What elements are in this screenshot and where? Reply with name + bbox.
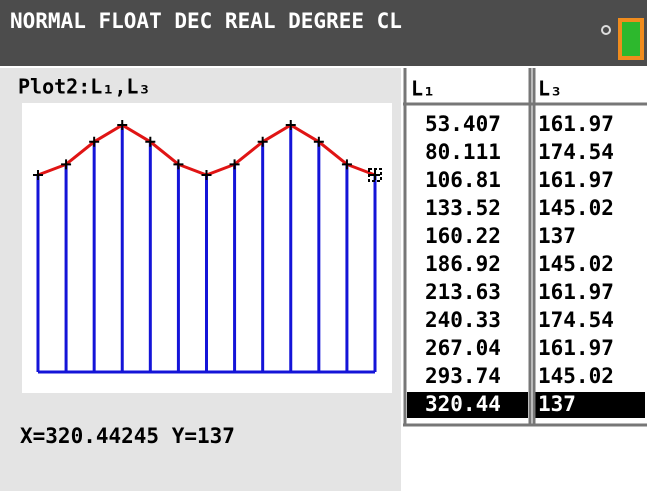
table-cell: 320.44	[425, 392, 501, 416]
table-cell: 174.54	[538, 140, 614, 164]
point-marker	[32, 170, 43, 181]
table-cell: 161.97	[538, 336, 614, 360]
trace-cursor	[368, 168, 383, 183]
busy-indicator	[601, 25, 611, 35]
point-marker	[61, 159, 72, 170]
table-cell: 161.97	[538, 112, 614, 136]
table-cell: 137	[538, 392, 576, 416]
table-cell: 213.63	[425, 280, 501, 304]
table-cell: 161.97	[538, 280, 614, 304]
status-bar	[0, 0, 647, 66]
table-bg	[403, 68, 647, 491]
table-cell: 145.02	[538, 252, 614, 276]
trace-readout: X=320.44245 Y=137	[20, 424, 235, 448]
table-cell: 145.02	[538, 364, 614, 388]
point-marker	[370, 170, 381, 181]
point-marker	[229, 159, 240, 170]
status-text: NORMAL FLOAT DEC REAL DEGREE CL	[10, 9, 402, 33]
plot	[32, 120, 383, 374]
table-cell: 106.81	[425, 168, 501, 192]
table-cell: 267.04	[425, 336, 501, 360]
table-cell: 137	[538, 224, 576, 248]
point-marker	[89, 136, 100, 147]
table-cell: 53.407	[425, 112, 501, 136]
column-header: L₃	[538, 77, 562, 101]
list-table: 53.407 161.97 80.111 174.54 106.81 161.97 133.…	[403, 68, 647, 491]
selected-cell	[407, 392, 528, 418]
plot-title: Plot2:L₁,L₃	[18, 75, 150, 99]
table-cell: 293.74	[425, 364, 501, 388]
battery-icon	[601, 18, 644, 60]
point-marker	[117, 120, 128, 131]
table-cell: 161.97	[538, 168, 614, 192]
selected-cell	[534, 392, 645, 418]
table-cell: 80.111	[425, 140, 501, 164]
table-cell: 160.22	[425, 224, 501, 248]
point-marker	[173, 159, 184, 170]
table-cell: 145.02	[538, 196, 614, 220]
battery	[618, 18, 644, 60]
point-marker	[145, 136, 156, 147]
column-header: L₁	[411, 77, 435, 101]
point-marker	[313, 136, 324, 147]
point-marker	[201, 170, 212, 181]
table-cell: 240.33	[425, 308, 501, 332]
table-cell: 133.52	[425, 196, 501, 220]
table-cell: 186.92	[425, 252, 501, 276]
table-cell: 174.54	[538, 308, 614, 332]
point-marker	[257, 136, 268, 147]
point-marker	[341, 159, 352, 170]
point-marker	[285, 120, 296, 131]
